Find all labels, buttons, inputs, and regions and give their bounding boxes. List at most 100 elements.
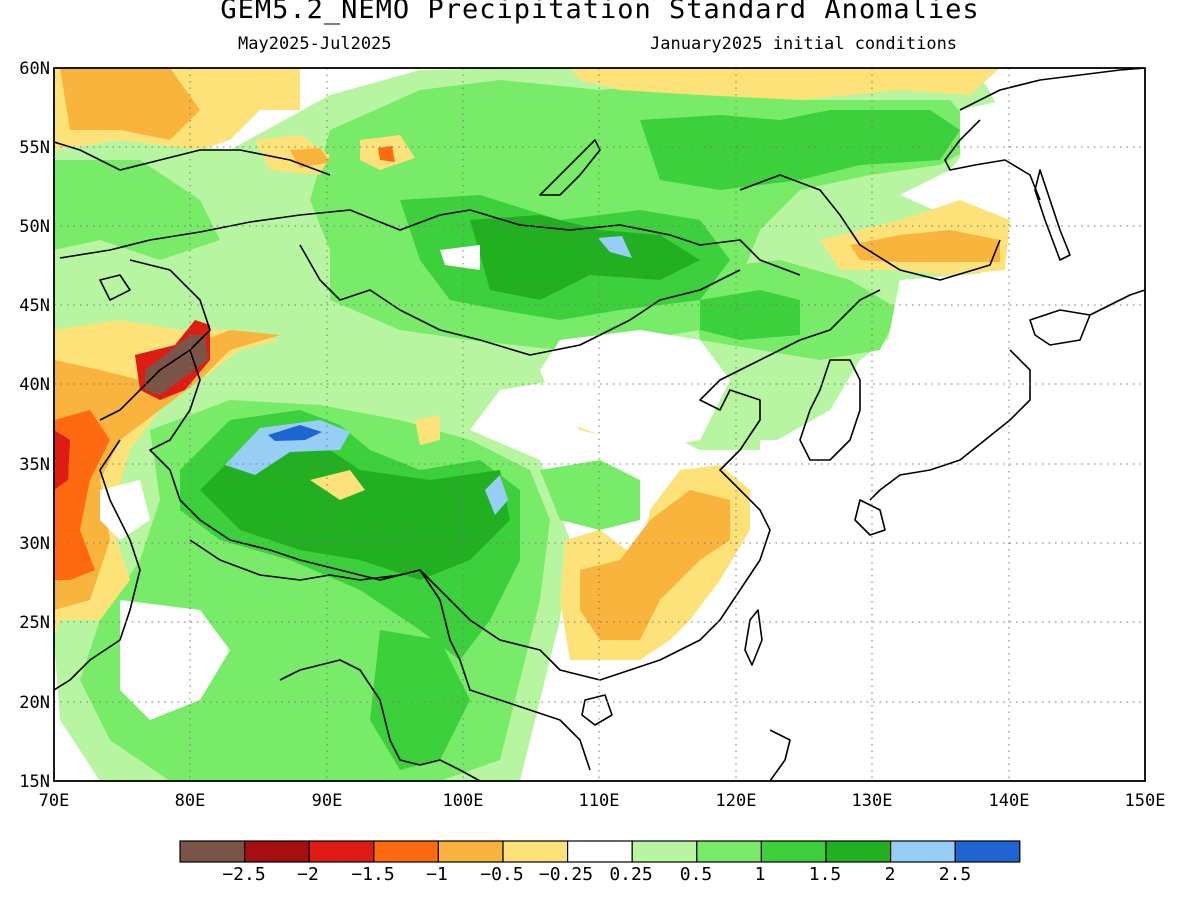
- lon-label: 70E: [39, 791, 70, 811]
- forecast-period: May2025-Jul2025: [238, 34, 392, 54]
- coastline-caspian-aral: [99, 274, 131, 301]
- coastline-korea: [799, 359, 861, 461]
- colorbar-swatch: [179, 840, 246, 863]
- coastline-lake-baikal: [539, 139, 601, 196]
- anomaly-field: [54, 68, 1145, 781]
- coastline-hainan: [581, 694, 613, 726]
- region-yellow-north: [570, 68, 1000, 100]
- colorbar-label: 2: [885, 864, 896, 885]
- coastlines-borders: [54, 68, 1145, 781]
- region-white-8: [560, 600, 760, 781]
- region-lightblue-east: [485, 475, 508, 515]
- region-white-1: [440, 245, 480, 270]
- lat-label: 60N: [19, 59, 50, 79]
- coastline-kuril: [1089, 289, 1145, 316]
- colorbar-swatch: [437, 840, 504, 863]
- lat-label: 50N: [19, 217, 50, 237]
- region-white-6: [100, 480, 150, 540]
- lat-label: 35N: [19, 455, 50, 475]
- colorbar-swatch: [373, 840, 439, 863]
- lon-label: 120E: [716, 791, 757, 811]
- colorbar-boxes: [179, 840, 1021, 863]
- region-yellow-qinghai: [415, 415, 440, 445]
- colorbar-swatch: [631, 840, 698, 863]
- colorbar-label: 1.5: [809, 864, 842, 885]
- region-yellow-tarim: [310, 470, 365, 500]
- colorbar-label: 0.25: [609, 864, 652, 885]
- region-orange-southeast: [580, 490, 730, 640]
- border-himalaya: [189, 539, 441, 591]
- coastline-sakhalin: [1034, 169, 1071, 261]
- lon-label: 90E: [312, 791, 343, 811]
- colorbar-swatch: [889, 840, 956, 863]
- colorbar-swatch: [825, 840, 892, 863]
- border-russia-mongolia: [469, 209, 801, 276]
- chart-title: GEM5.2_NEMO Precipitation Standard Anoma…: [220, 0, 980, 25]
- colorbar-labels: −2.5 −2 −1.5 −1 −0.5 −0.25 0.25 0.5 1 1.…: [222, 864, 971, 885]
- colorbar-label: −1.5: [351, 864, 394, 885]
- region-white-7: [120, 600, 230, 720]
- border-china-mongolia: [399, 269, 741, 356]
- colorbar-swatch: [566, 840, 633, 863]
- lat-label: 45N: [19, 296, 50, 316]
- latitude-axis: 60N 55N 50N 45N 40N 35N 30N 25N 20N 15N: [19, 59, 50, 792]
- region-brown-kyrgyz: [145, 335, 208, 395]
- longitude-axis: 70E 80E 90E 100E 110E 120E 130E 140E 150…: [39, 791, 1166, 811]
- region-orange-baikal: [378, 146, 395, 162]
- colorbar-label: −0.25: [539, 864, 593, 885]
- colorbar-swatch: [696, 840, 762, 863]
- lat-label: 40N: [19, 375, 50, 395]
- colorbar-swatch: [244, 840, 310, 863]
- lon-label: 110E: [579, 791, 620, 811]
- border-myanmar-thailand: [419, 569, 591, 771]
- lon-label: 130E: [852, 791, 893, 811]
- lat-label: 20N: [19, 693, 50, 713]
- region-white-3: [760, 440, 1145, 781]
- coastline-bay-of-bengal: [279, 659, 421, 766]
- lon-label: 100E: [443, 791, 484, 811]
- colorbar-label: 0.5: [680, 864, 713, 885]
- lat-label: 25N: [19, 613, 50, 633]
- region-blue-tibet: [268, 425, 322, 441]
- lon-label: 140E: [989, 791, 1030, 811]
- initial-conditions: January2025 initial conditions: [650, 34, 958, 54]
- colorbar-label: 1: [755, 864, 766, 885]
- colorbar-label: −0.5: [480, 864, 523, 885]
- region-lightblue-tibet: [225, 420, 350, 475]
- region-white-5: [960, 70, 1145, 270]
- region-midgreen-burma: [370, 630, 470, 770]
- colorbar-swatch: [760, 840, 827, 863]
- region-orange-northwest: [60, 68, 200, 140]
- border-kazakh-china: [299, 244, 401, 311]
- region-green-southchina: [540, 460, 640, 530]
- coastline-russia-far-east: [959, 68, 1145, 111]
- coastline-taiwan: [744, 609, 763, 666]
- lat-label: 15N: [19, 772, 50, 792]
- region-darkred-west: [54, 430, 70, 490]
- region-orange-west: [54, 330, 280, 610]
- coastline-philippines: [769, 729, 791, 781]
- colorbar-label: 2.5: [939, 864, 972, 885]
- border-china-southeast: [439, 589, 661, 681]
- border-china-russia-northeast: [739, 174, 1001, 281]
- coastline-hokkaido: [1029, 309, 1091, 346]
- lon-label: 150E: [1125, 791, 1166, 811]
- region-midgreen-northeast: [640, 110, 960, 190]
- border-kazakhstan-russia: [59, 209, 471, 259]
- coastline-kyushu: [854, 499, 886, 536]
- region-white-2: [540, 330, 730, 450]
- region-darkgreen-mongolia: [470, 215, 700, 300]
- colorbar-swatch: [954, 840, 1021, 863]
- colorbar-label: −2: [297, 864, 319, 885]
- colorbar-label: −2.5: [222, 864, 265, 885]
- colorbar-swatch: [308, 840, 375, 863]
- colorbar-swatch: [502, 840, 569, 863]
- lat-label: 30N: [19, 534, 50, 554]
- lat-label: 55N: [19, 138, 50, 158]
- colorbar: −2.5 −2 −1.5 −1 −0.5 −0.25 0.25 0.5 1 1.…: [179, 840, 1021, 885]
- lon-label: 80E: [175, 791, 206, 811]
- colorbar-label: −1: [426, 864, 448, 885]
- map-frame: [53, 67, 1146, 782]
- coastline-honshu: [869, 349, 1031, 501]
